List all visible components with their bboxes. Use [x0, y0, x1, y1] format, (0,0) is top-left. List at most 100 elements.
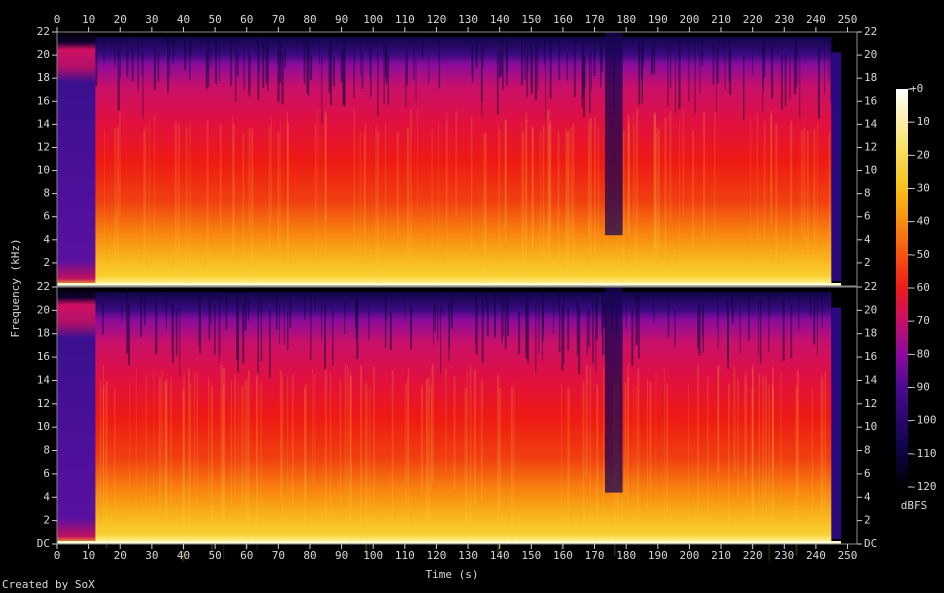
spectrogram-streak	[664, 117, 667, 277]
spectrogram-streak	[635, 385, 637, 529]
spectrogram-streak	[287, 110, 289, 247]
spectrogram-streak	[811, 389, 813, 535]
spectrogram-streak	[191, 34, 193, 56]
spectrogram-streak	[175, 308, 178, 356]
spectrogram-streak	[692, 129, 694, 248]
spectrogram-streak	[469, 365, 472, 533]
spectrogram-streak	[527, 294, 529, 363]
spectrogram-streak	[566, 131, 569, 279]
spectrogram-streak	[768, 385, 770, 561]
spectrogram-streak	[494, 307, 496, 333]
spectrogram-streak	[629, 118, 630, 237]
spectrogram-streak	[820, 375, 823, 514]
spectrogram-floor	[57, 283, 841, 286]
spectrogram-streak	[530, 46, 533, 94]
spectrogram-streak	[796, 370, 799, 497]
spectrogram-streak	[222, 368, 226, 522]
spectrogram-streak	[283, 299, 285, 345]
spectrogram-streak	[360, 32, 361, 76]
spectrogram-streak	[824, 371, 826, 539]
spectrogram-streak	[499, 50, 502, 77]
spectrogram-streak	[524, 42, 526, 80]
spectrogram-streak	[404, 296, 406, 323]
spectrogram-streak	[828, 38, 830, 83]
spectrogram-streak	[768, 289, 770, 352]
y-tick-label-left: 20	[37, 48, 50, 61]
spectrogram-streak	[365, 383, 368, 556]
spectrogram-streak	[703, 112, 706, 239]
spectrogram-streak	[188, 368, 190, 545]
spectrogram-streak	[223, 384, 225, 560]
spectrogram-streak	[438, 122, 439, 300]
spectrogram-streak	[373, 366, 375, 506]
spectrogram-streak	[279, 370, 282, 501]
spectrogram-streak	[545, 53, 546, 119]
spectrogram-streak	[153, 369, 155, 527]
spectrogram-streak	[426, 377, 429, 537]
x-tick-label-top: 90	[335, 13, 348, 26]
spectrogram-streak	[601, 291, 603, 334]
y-tick-label-left: 4	[43, 490, 50, 503]
spectrogram-streak	[332, 55, 335, 87]
spectrogram-streak	[407, 376, 409, 483]
spectrogram-streak	[653, 114, 656, 250]
y-tick-label-right: 22	[864, 280, 877, 293]
spectrogram-streak	[314, 374, 316, 487]
spectrogram-streak	[251, 128, 254, 296]
spectrogram-streak	[207, 44, 209, 74]
spectrogram-streak	[748, 291, 750, 341]
spectrogram-streak	[641, 35, 644, 104]
spectrogram-streak	[230, 381, 232, 504]
x-tick-label-top: 50	[208, 13, 221, 26]
spectrogram-streak	[114, 32, 116, 67]
spectrogram-streak	[635, 294, 638, 346]
spectrogram-streak	[667, 297, 670, 337]
spectrogram-streak	[769, 287, 771, 316]
spectrogram-streak	[321, 55, 323, 124]
spectrogram-streak	[205, 53, 208, 89]
spectrogram-streak	[289, 300, 292, 328]
spectrogram-streak	[527, 46, 529, 72]
spectrogram-streak	[170, 378, 172, 505]
spectrogram-tail	[831, 52, 841, 281]
spectrogram-streak	[679, 120, 681, 278]
spectrogram-streak	[782, 289, 785, 361]
x-tick-label-bottom: 20	[114, 549, 127, 562]
colorbar-tick-label: +0	[910, 82, 923, 95]
spectrogram-streak	[475, 295, 478, 355]
x-tick-label-top: 250	[838, 13, 858, 26]
spectrogram-streak	[790, 305, 793, 358]
x-tick-label-top: 0	[54, 13, 61, 26]
spectrogram-streak	[279, 119, 281, 292]
spectrogram-streak	[653, 39, 656, 75]
colorbar-tick-label: -90	[910, 381, 930, 394]
spectrogram-streak	[543, 297, 545, 330]
y-tick-label-left: 8	[43, 187, 50, 200]
spectrogram-streak	[211, 386, 213, 553]
spectrogram-streak	[752, 369, 754, 524]
spectrogram-streak	[567, 387, 570, 539]
spectrogram-streak	[218, 296, 220, 363]
spectrogram-streak	[531, 126, 534, 248]
spectrogram-streak	[234, 374, 236, 498]
x-tick-label-top: 70	[272, 13, 285, 26]
spectrogram-streak	[368, 307, 370, 341]
y-tick-label-right: 8	[864, 444, 871, 457]
spectrogram-streak	[799, 56, 801, 118]
spectrogram-streak	[601, 36, 604, 72]
spectrogram-streak	[143, 129, 146, 275]
x-tick-label-bottom: 170	[585, 549, 605, 562]
spectrogram-streak	[816, 123, 818, 247]
spectrogram-streak	[310, 289, 312, 360]
spectrogram-streak	[161, 370, 163, 484]
spectrogram-streak	[565, 128, 567, 269]
spectrogram-streak	[249, 56, 251, 90]
spectrogram-floor	[57, 541, 841, 544]
colorbar-tick-label: -20	[910, 148, 930, 161]
spectrogram-streak	[570, 127, 572, 240]
spectrogram-streak	[361, 52, 364, 89]
spectrogram-streak	[586, 310, 588, 355]
spectrogram-streak	[359, 130, 361, 306]
spectrogram-streak	[303, 295, 306, 320]
credit: Created by SoX	[2, 578, 95, 591]
